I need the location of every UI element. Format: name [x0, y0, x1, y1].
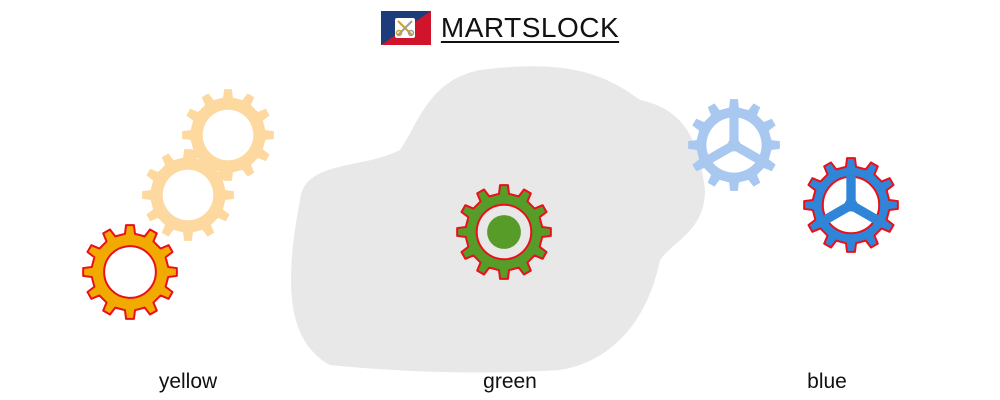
yellow-gear-light-middle	[142, 149, 234, 241]
green-gear-active	[456, 184, 552, 280]
header: MARTSLOCK	[0, 8, 1000, 48]
label-yellow: yellow	[158, 370, 218, 393]
blue-gear-active	[803, 157, 899, 253]
label-blue: blue	[807, 370, 847, 393]
yellow-gear-active	[82, 224, 178, 320]
flag-with-crossed-keys-icon	[380, 11, 431, 45]
blue-gear-light	[688, 99, 780, 191]
blue-gear-group	[688, 99, 899, 253]
page-title: MARTSLOCK	[440, 12, 620, 43]
label-green: green	[483, 370, 537, 393]
green-gear-group	[456, 184, 552, 280]
yellow-gear-group	[82, 89, 274, 320]
